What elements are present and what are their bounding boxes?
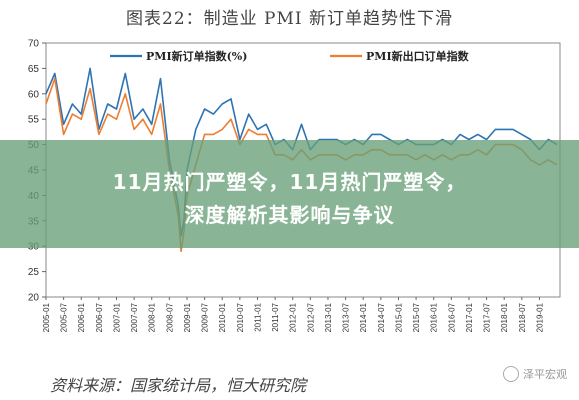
chart-title: 图表22：制造业 PMI 新订单趋势性下滑 xyxy=(126,9,453,29)
chart-legend: PMI新订单指数(%) PMI新出口订单指数 xyxy=(110,49,470,63)
y-tick-label: 60 xyxy=(28,89,40,100)
x-tick-label: 2009-07 xyxy=(201,302,210,332)
x-tick-label: 2015-07 xyxy=(412,302,421,332)
x-tick-label: 2015-01 xyxy=(394,302,403,332)
x-tick-label: 2013-01 xyxy=(324,302,333,332)
wechat-icon xyxy=(503,366,519,382)
x-tick-label: 2006-07 xyxy=(95,302,104,332)
legend-label-2: PMI新出口订单指数 xyxy=(366,49,470,63)
chart-axes: 20253035404550556065702005-012005-072006… xyxy=(28,39,561,332)
x-tick-label: 2014-01 xyxy=(359,302,368,332)
title-overlay-band xyxy=(0,140,579,248)
x-tick-label: 2011-01 xyxy=(253,302,262,331)
legend-label-1: PMI新订单指数(%) xyxy=(146,49,247,63)
x-tick-label: 2017-01 xyxy=(465,302,474,332)
x-tick-label: 2011-07 xyxy=(271,302,280,331)
x-tick-label: 2008-07 xyxy=(165,302,174,332)
x-tick-label: 2014-07 xyxy=(377,302,386,332)
source-note: 资料来源：国家统计局，恒大研究院 xyxy=(50,376,307,395)
x-tick-label: 2009-01 xyxy=(183,302,192,332)
x-tick-label: 2019-01 xyxy=(535,302,544,332)
x-tick-label: 2018-07 xyxy=(518,302,527,332)
x-tick-label: 2005-07 xyxy=(60,302,69,332)
watermark-text: 泽平宏观 xyxy=(523,368,567,381)
x-tick-label: 2010-07 xyxy=(236,302,245,332)
watermark: 泽平宏观 xyxy=(503,366,567,382)
x-tick-label: 2005-01 xyxy=(42,302,51,332)
x-tick-label: 2016-07 xyxy=(447,302,456,332)
x-tick-label: 2012-07 xyxy=(306,302,315,332)
x-tick-label: 2017-07 xyxy=(483,302,492,332)
x-tick-label: 2012-01 xyxy=(289,302,298,332)
y-tick-label: 65 xyxy=(28,64,40,75)
x-tick-label: 2007-01 xyxy=(112,302,121,332)
y-tick-label: 55 xyxy=(28,115,40,126)
overlay-headline-line1: 11月热门严塑令，11月热门严塑令， xyxy=(112,170,467,194)
x-tick-label: 2016-01 xyxy=(430,302,439,332)
y-tick-label: 20 xyxy=(28,293,40,304)
y-tick-label: 25 xyxy=(28,267,40,278)
x-tick-label: 2008-01 xyxy=(148,302,157,332)
y-tick-label: 70 xyxy=(28,39,40,50)
x-tick-label: 2006-01 xyxy=(77,302,86,332)
x-tick-label: 2010-01 xyxy=(218,302,227,332)
overlay-headline-line2: 深度解析其影响与争议 xyxy=(184,203,395,227)
overlay-headline[interactable]: 11月热门严塑令，11月热门严塑令， 深度解析其影响与争议 xyxy=(0,166,579,232)
x-tick-label: 2013-07 xyxy=(342,302,351,332)
x-tick-label: 2007-07 xyxy=(130,302,139,332)
x-tick-label: 2018-01 xyxy=(500,302,509,332)
